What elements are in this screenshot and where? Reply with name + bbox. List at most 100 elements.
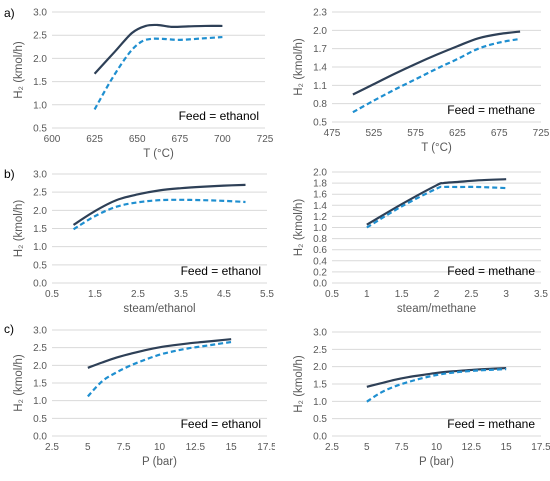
series-line-solid	[87, 338, 232, 369]
x-tick-label: 10	[154, 442, 166, 453]
y-tick-label: 1.7	[313, 44, 327, 55]
chart-b-ethanol-steam-ratio: 0.00.51.01.52.02.53.00.5 1.5 2.5 3.5 4.5 5.5s…	[13, 170, 274, 316]
feed-annotation: Feed = ethanol	[179, 109, 259, 123]
y-tick-label: 2.3	[313, 8, 327, 19]
y-tick-label: 1.5	[33, 224, 47, 235]
y-axis-label: H₂ (kmol/h)	[293, 199, 305, 257]
y-tick-label: 0.6	[313, 245, 327, 256]
y-axis-label: H₂ (kmol/h)	[13, 354, 25, 412]
y-tick-label: 2.0	[313, 168, 327, 179]
y-tick-label: 3.0	[313, 328, 327, 339]
x-tick-label: 575	[407, 128, 424, 139]
y-tick-label: 1.5	[33, 379, 47, 390]
y-tick-label: 1.2	[313, 212, 327, 223]
y-tick-label: 0.0	[313, 432, 327, 443]
y-tick-label: 0.0	[33, 279, 47, 290]
y-tick-label: 2.5	[33, 343, 47, 354]
y-tick-label: 2.5	[33, 188, 47, 199]
x-tick-label: 10	[431, 442, 443, 453]
x-tick-label: 5.5	[260, 289, 274, 300]
feed-annotation: Feed = ethanol	[181, 417, 261, 431]
y-tick-label: 1.5	[313, 380, 327, 391]
x-tick-label: 650	[129, 134, 146, 145]
x-tick-label: 625	[449, 128, 466, 139]
y-tick-label: 2.0	[313, 26, 327, 37]
x-tick-label: 15	[226, 442, 238, 453]
chart-a-ethanol-temperature: 0.5 1.0 1.5 2.0 2.5 3.0 600 625 650 675 700 725 T (°…	[13, 8, 274, 161]
y-tick-label: 1.0	[33, 100, 47, 111]
x-tick-label: 0.5	[45, 289, 59, 300]
x-tick-label: 15	[501, 442, 513, 453]
y-tick-label: 0.5	[33, 260, 47, 271]
x-tick-label: 2.5	[45, 442, 59, 453]
series-line-dashed	[93, 35, 223, 110]
y-tick-label: 2.0	[33, 361, 47, 372]
x-tick-label: 17.5	[531, 442, 550, 453]
x-tick-label: 725	[533, 128, 550, 139]
y-tick-label: 2.5	[313, 345, 327, 356]
y-axis-label: H₂ (kmol/h)	[13, 200, 25, 258]
x-tick-label: 12.5	[462, 442, 482, 453]
x-tick-label: 700	[214, 134, 231, 145]
series-line-dashed	[352, 37, 521, 114]
y-tick-label: 0.4	[313, 256, 327, 267]
y-axis-label: H₂ (kmol/h)	[293, 355, 305, 413]
y-tick-label: 1.0	[33, 396, 47, 407]
y-tick-label: 3.0	[33, 326, 47, 337]
y-tick-label: 0.5	[33, 414, 47, 425]
x-tick-label: 5	[85, 442, 91, 453]
x-tick-label: 0.5	[325, 289, 339, 300]
series-line-dashed	[366, 185, 507, 229]
feed-annotation: Feed = methane	[447, 264, 535, 278]
x-tick-label: 2.5	[325, 442, 339, 453]
x-tick-label: 3.5	[534, 289, 548, 300]
x-tick-label: 675	[171, 134, 188, 145]
x-tick-label: 1	[364, 289, 370, 300]
x-tick-label: 4.5	[217, 289, 231, 300]
chart-c-methane-pressure: 0.0 0.5 1.0 1.5 2.0 2.5 3.0 2.5 5 7.5 10 12.5 15 17.5…	[293, 328, 550, 469]
chart-c-ethanol-pressure: 0.0 0.5 1.0 1.5 2.0 2.5 3.0 2.5 5 7.5 10 12.5 15 17.5…	[13, 326, 275, 469]
series-line-dashed	[72, 198, 246, 231]
x-tick-label: 2.5	[131, 289, 145, 300]
y-tick-label: 1.5	[33, 77, 47, 88]
series-line-dashed	[366, 367, 507, 403]
y-tick-label: 0.8	[313, 234, 327, 245]
feed-annotation: Feed = methane	[447, 417, 535, 431]
y-tick-label: 1.6	[313, 190, 327, 201]
x-tick-label: 5	[364, 442, 370, 453]
x-tick-label: 2.5	[464, 289, 478, 300]
x-tick-label: 7.5	[117, 442, 131, 453]
feed-annotation: Feed = ethanol	[181, 264, 261, 278]
y-tick-label: 1.1	[313, 81, 327, 92]
y-tick-label: 0.5	[313, 414, 327, 425]
x-axis-label: T (°C)	[143, 148, 174, 160]
y-tick-label: 2.5	[33, 31, 47, 42]
x-axis-label: steam/ethanol	[123, 303, 195, 315]
y-tick-label: 0.0	[33, 432, 47, 443]
series-line-solid	[366, 178, 507, 226]
x-tick-label: 12.5	[186, 442, 206, 453]
x-tick-label: 2	[434, 289, 440, 300]
chart-b-methane-steam-ratio: 0.00.20.40.60.81.01.21.41.61.82.0 0.5 1 1.5…	[293, 168, 548, 316]
x-axis-label: P (bar)	[419, 456, 454, 468]
x-axis-label: P (bar)	[142, 456, 177, 468]
row-label-b: b)	[4, 167, 15, 181]
y-axis-label: H₂ (kmol/h)	[293, 38, 305, 96]
x-tick-label: 7.5	[395, 442, 409, 453]
x-tick-label: 600	[44, 134, 61, 145]
y-axis-label: H₂ (kmol/h)	[13, 41, 25, 99]
y-tick-label: 1.0	[33, 242, 47, 253]
row-label-c: c)	[4, 322, 14, 336]
y-tick-label: 1.8	[313, 179, 327, 190]
y-tick-label: 0.5	[313, 118, 327, 129]
x-tick-label: 675	[491, 128, 508, 139]
x-axis-label: steam/methane	[397, 303, 476, 315]
y-tick-label: 1.0	[313, 223, 327, 234]
x-tick-label: 3	[503, 289, 509, 300]
feed-annotation: Feed = methane	[447, 103, 535, 117]
y-tick-label: 0.5	[33, 124, 47, 135]
series-line-solid	[352, 30, 521, 96]
y-tick-label: 2.0	[33, 206, 47, 217]
series-line-solid	[72, 183, 246, 226]
